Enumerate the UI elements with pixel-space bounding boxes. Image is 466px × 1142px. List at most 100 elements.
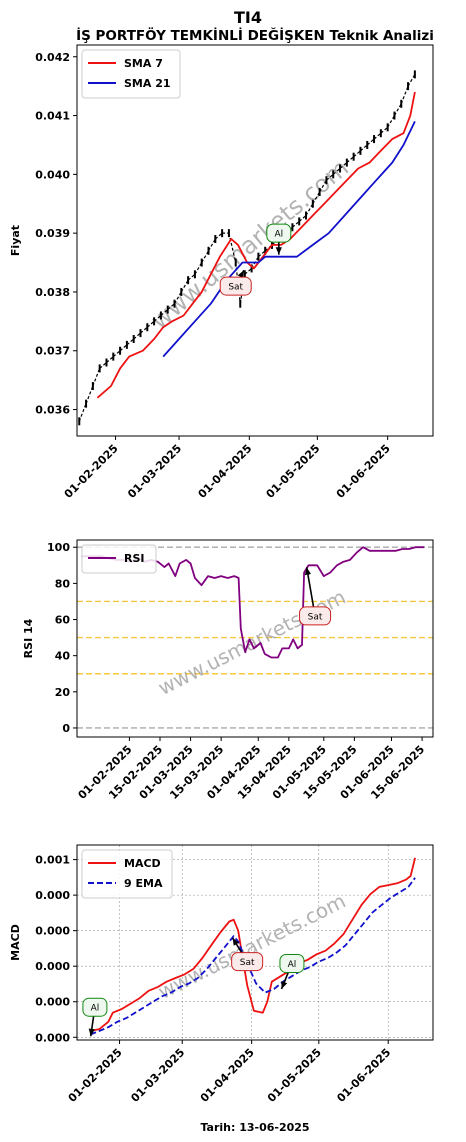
series-line: [81, 546, 425, 659]
y-tick-label: 0.040: [35, 168, 70, 181]
annotation-arrowhead: [281, 980, 288, 989]
price-step: [146, 320, 155, 328]
y-tick-label: 0.000: [35, 925, 70, 938]
price-step: [126, 338, 135, 346]
legend: RSI: [81, 544, 157, 574]
x-tick-label: 01-03-2025: [125, 442, 184, 501]
price-step: [106, 356, 114, 363]
price-step: [373, 132, 382, 140]
annotation-label: Al: [288, 960, 297, 970]
y-tick-label: 20: [55, 686, 71, 699]
y-axis-label: Fiyat: [9, 225, 22, 256]
y-tick-label: 0.036: [35, 404, 70, 417]
date-label: Tarih: 13-06-2025: [200, 1121, 309, 1134]
annotation-label: Sat: [240, 958, 255, 968]
legend-label: 9 EMA: [124, 877, 163, 890]
price-step: [214, 232, 223, 240]
y-tick-label: 0.039: [35, 227, 70, 240]
y-tick-label: 0: [62, 722, 70, 735]
price-step: [244, 267, 252, 275]
series-line: [162, 121, 416, 358]
y-axis-label: MACD: [9, 924, 22, 961]
price-step: [180, 279, 189, 293]
price-step: [360, 144, 368, 152]
legend-label: RSI: [124, 552, 145, 565]
price-step: [292, 220, 300, 228]
x-tick-label: 01-04-2025: [195, 442, 254, 501]
price-step: [140, 326, 148, 334]
y-tick-label: 0.000: [35, 996, 70, 1009]
price-step: [153, 315, 162, 322]
legend-label: SMA 21: [124, 77, 171, 90]
price-step: [228, 233, 237, 263]
price-step: [160, 309, 169, 316]
price-step: [380, 126, 389, 134]
y-tick-label: 60: [55, 614, 71, 627]
price-step: [346, 156, 355, 164]
plot-frame: [76, 844, 434, 1041]
watermark: www.usmarkets.com: [146, 154, 354, 335]
series-line: [90, 857, 416, 1032]
series-line: [96, 91, 416, 399]
rsi-panel: www.usmarkets.comSat02040608010001-02-20…: [22, 539, 434, 802]
legend-box: [81, 544, 157, 574]
annotation-box: [279, 953, 305, 973]
price-step: [133, 332, 141, 340]
y-tick-label: 0.037: [35, 345, 70, 358]
legend-label: MACD: [124, 857, 161, 870]
price-step: [207, 238, 216, 252]
price-step: [298, 215, 307, 222]
price-step: [326, 173, 334, 181]
annotation-arrowhead: [275, 247, 282, 255]
legend: MACD 9 EMA: [81, 849, 173, 899]
price-step: [99, 362, 107, 369]
annotation-arrowhead: [304, 567, 311, 576]
annotation-arrowhead: [237, 270, 244, 279]
price-step: [387, 115, 395, 128]
chart-subtitle: İŞ PORTFÖY TEMKİNLİ DEĞİŞKEN Teknik Anal…: [76, 26, 434, 44]
x-tick-label: 01-02-2025: [66, 1046, 125, 1105]
annotation-label: Al: [91, 1004, 100, 1014]
price-step: [187, 273, 196, 281]
x-tick-label: 01-04-2025: [198, 1046, 257, 1105]
y-tick-label: 40: [55, 650, 71, 663]
price-step: [194, 262, 203, 275]
annotation-box: [231, 952, 264, 972]
y-tick-label: 0.041: [35, 110, 70, 123]
price-step: [339, 162, 348, 169]
y-tick-label: 0.000: [35, 960, 70, 973]
price-step: [393, 103, 402, 116]
y-tick-label: 0.038: [35, 286, 70, 299]
price-step: [119, 344, 128, 352]
price-step: [312, 191, 321, 205]
price-step: [112, 350, 121, 358]
x-tick-label: 01-02-2025: [62, 442, 121, 501]
y-tick-label: 0.000: [35, 889, 70, 902]
annotation-arrowhead: [232, 937, 240, 946]
price-step: [78, 403, 87, 422]
price-step: [85, 385, 94, 404]
price-step: [353, 150, 361, 158]
x-tick-label: 01-06-2025: [334, 442, 393, 501]
x-tick-label: 01-03-2025: [128, 1046, 187, 1105]
price-step: [92, 368, 101, 387]
legend: SMA 7 SMA 21: [81, 49, 181, 99]
price-step: [319, 179, 327, 193]
price-step: [305, 203, 314, 216]
plot-frame: [76, 44, 434, 437]
chart-panels: www.usmarkets.com Sat Al 0.036 0.037 0.038 0.0…: [9, 44, 434, 1105]
annotation-label: Sat: [308, 612, 323, 622]
x-tick-label: 01-05-2025: [265, 1046, 324, 1105]
y-tick-label: 0.042: [35, 51, 70, 64]
chart-title: TI4: [234, 8, 262, 27]
y-tick-label: 100: [47, 541, 70, 554]
annotation-label: Al: [274, 230, 283, 240]
annotation-box: [219, 276, 252, 296]
annotation-arrowhead: [88, 1028, 95, 1037]
price-step: [366, 138, 375, 146]
x-tick-label: 15-06-2025: [368, 743, 427, 802]
price-step: [201, 250, 210, 263]
series-line: [90, 877, 416, 1036]
